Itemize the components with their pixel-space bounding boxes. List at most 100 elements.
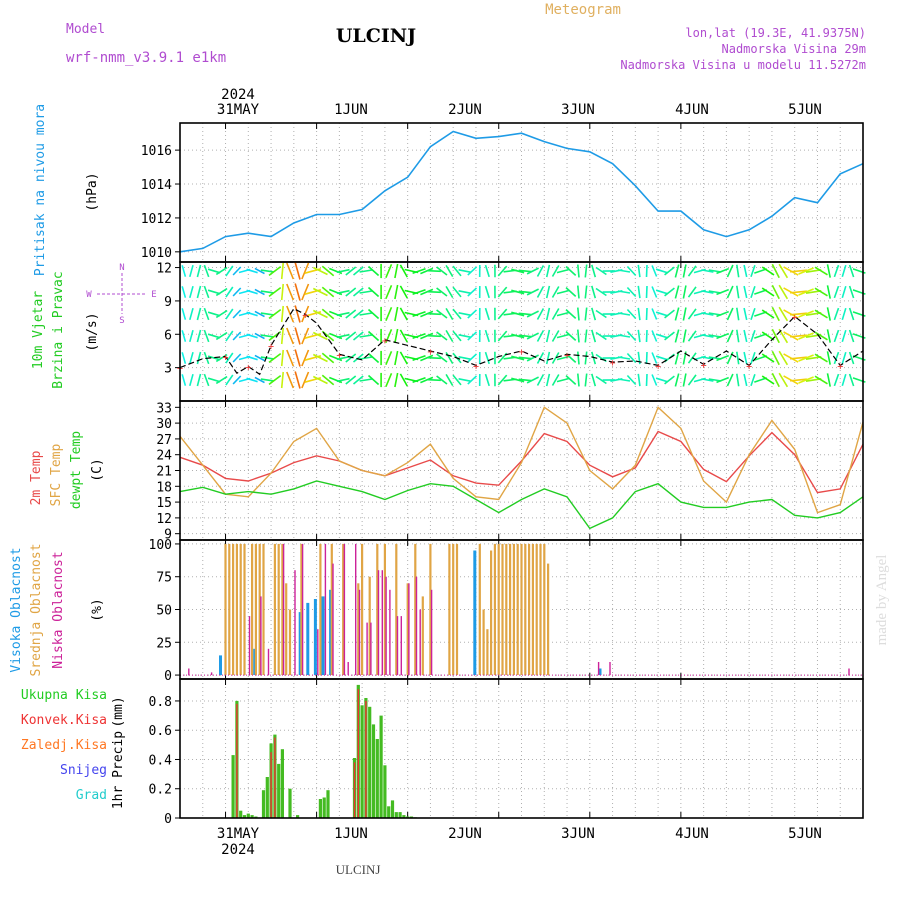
high-cloud-bar: [313, 599, 317, 676]
wind-arrow: [750, 285, 756, 299]
wind-ytick-label: 12: [156, 262, 172, 277]
wind-arrow: [664, 287, 675, 297]
mid-cloud-bar: [448, 543, 451, 675]
low-cloud-bar: [188, 668, 190, 676]
wind-arrow: [436, 331, 448, 341]
wind-arrow: [682, 285, 687, 299]
cloud-ytick-label: 50: [156, 604, 172, 619]
wind-arrow: [687, 308, 697, 320]
wind-arrow: [595, 266, 607, 276]
wind-speed-line: [179, 307, 864, 376]
wind-arrow: [682, 329, 687, 343]
wind-arrow: [352, 266, 364, 276]
wind-arrow: [556, 311, 570, 317]
wind-arrow: [716, 354, 729, 362]
mid-cloud-bar: [232, 543, 235, 675]
precip-total-bar: [394, 812, 398, 818]
wind-arrow: [225, 330, 234, 342]
wind-arrow: [203, 264, 210, 278]
wind-arrow: [651, 308, 658, 320]
wind-arrow: [412, 332, 426, 340]
wind-arrow: [651, 352, 658, 364]
mid-cloud-bar: [319, 543, 322, 675]
wind-arrow: [294, 305, 301, 323]
mid-cloud-bar: [262, 543, 265, 675]
wind-arrow: [577, 373, 580, 387]
wind-arrow: [736, 307, 740, 321]
precip-frame: [179, 678, 864, 819]
mid-cloud-bar: [342, 543, 345, 675]
wind-arrow: [556, 268, 570, 274]
wind-arrow: [526, 288, 539, 296]
wind-arrow: [329, 332, 343, 340]
sfc-temp-series-line: [179, 406, 864, 514]
wind-arrow: [232, 266, 242, 276]
wind-arrow: [814, 266, 828, 276]
wind-gust-marker: +: [655, 361, 661, 372]
wind-arrow: [189, 351, 194, 365]
wind-arrow: [664, 309, 675, 319]
wind-arrow: [687, 286, 697, 298]
wind-arrow: [841, 329, 847, 343]
wind-arrow: [467, 375, 478, 385]
wind-arrow: [743, 285, 748, 299]
wind-arrow: [189, 307, 194, 321]
wind-arrow: [215, 287, 228, 297]
low-cloud-bar: [294, 570, 296, 676]
wind-arrow: [577, 351, 580, 365]
wind-arrow: [367, 374, 380, 386]
wind-arrow: [458, 378, 471, 382]
wind-arrow: [848, 307, 855, 321]
precip-total-bar: [326, 790, 330, 818]
precip-conv-bar: [236, 703, 238, 818]
wind-arrow: [412, 376, 426, 384]
mid-cloud-bar: [524, 543, 527, 675]
precip-total-bar: [250, 815, 254, 818]
wind-arrow: [750, 351, 756, 365]
high-cloud-bar: [306, 602, 310, 675]
precip-legend-hail: Grad: [76, 788, 107, 803]
wind-arrow: [420, 288, 434, 296]
precip-legend-frozen: Zaledj.Kisa: [21, 738, 107, 753]
wind-arrow: [551, 265, 560, 277]
bottom-year-label: 2024: [221, 842, 255, 858]
wind-arrow: [497, 330, 508, 342]
wind-arrow: [595, 287, 607, 297]
mid-cloud-bar: [258, 543, 261, 675]
wind-gust-marker: +: [427, 347, 433, 358]
wind-arrow: [790, 334, 807, 338]
wind-arrow: [771, 372, 780, 388]
wind-arrow: [584, 351, 588, 365]
low-cloud-bar: [419, 609, 421, 676]
wind-arrow: [329, 288, 343, 296]
wind-arrow: [254, 288, 265, 296]
wind-arrow: [626, 265, 637, 277]
low-cloud-bar: [347, 662, 349, 676]
precip-total-bar: [288, 788, 292, 818]
mid-cloud-bar: [330, 543, 333, 675]
wind-arrow: [743, 329, 748, 343]
mid-cloud-bar: [509, 543, 512, 675]
wind-arrow: [674, 264, 680, 278]
wind-arrow: [203, 285, 210, 299]
wind-arrow: [790, 378, 807, 382]
wind-arrow: [743, 264, 748, 278]
coords-label: lon,lat (19.3E, 41.9375N): [685, 26, 866, 40]
altitude-label: Nadmorska Visina 29m: [722, 42, 867, 56]
mid-cloud-bar: [528, 543, 531, 675]
wind-arrow: [626, 374, 637, 386]
mid-cloud-bar: [235, 543, 238, 675]
wind-arrow: [790, 269, 807, 273]
wind-arrow: [260, 312, 274, 316]
wind-arrow: [394, 372, 399, 388]
wind-arrow: [301, 283, 310, 301]
wind-arrow: [591, 285, 597, 299]
wind-arrow: [268, 286, 282, 298]
wind-arrow: [225, 265, 234, 277]
watermark: made by Angel: [874, 555, 890, 646]
wind-arrow: [655, 268, 668, 274]
wind-arrow: [577, 264, 580, 278]
wind-arrow: [189, 329, 194, 343]
wind-arrow: [833, 329, 840, 343]
low-cloud-bar: [396, 616, 399, 676]
